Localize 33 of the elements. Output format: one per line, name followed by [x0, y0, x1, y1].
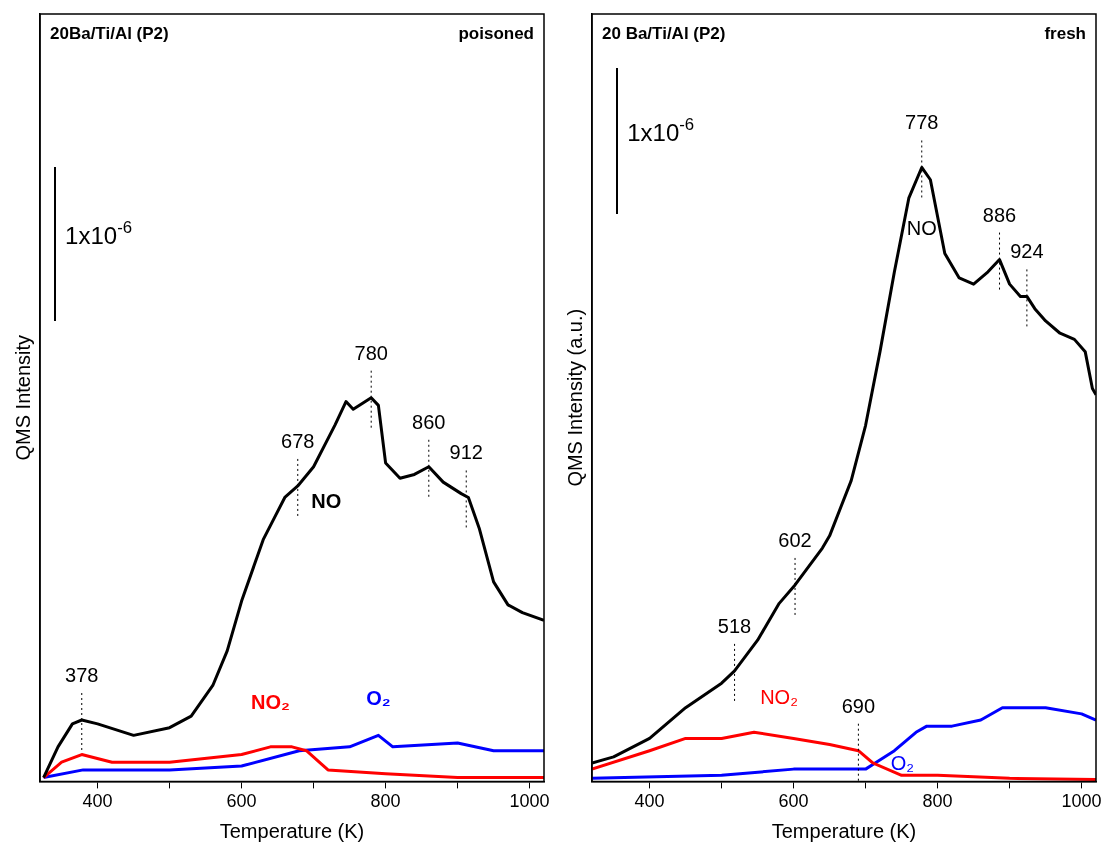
- x-tick-label: 600: [226, 791, 257, 812]
- chart-subtitle: fresh: [1044, 24, 1086, 43]
- chart-subtitle: poisoned: [458, 24, 534, 43]
- x-tick-label: 1000: [1061, 791, 1102, 812]
- x-tick-label: 1000: [509, 791, 550, 812]
- annotation: 780: [354, 341, 388, 364]
- series-label: NO: [311, 489, 342, 512]
- x-tick-label: 800: [370, 791, 401, 812]
- annotation: 924: [1010, 240, 1044, 263]
- annotation: 690: [841, 694, 876, 717]
- annotation: 860: [412, 410, 446, 433]
- annotation: 602: [778, 528, 812, 551]
- annotation: 912: [449, 441, 483, 464]
- annotation: 518: [717, 614, 752, 637]
- annotation: 778: [905, 111, 939, 134]
- y-axis-title: QMS Intensity (a.u.): [563, 308, 586, 487]
- series-label: NO₂: [250, 690, 290, 713]
- series-label: NO₂: [760, 686, 798, 709]
- annotation: 886: [982, 203, 1017, 226]
- series-label: NO: [906, 217, 937, 240]
- x-tick-label: 800: [922, 791, 953, 812]
- series-label: O₂: [890, 751, 915, 774]
- annotation: 678: [281, 429, 315, 452]
- x-axis-title: Temperature (K): [219, 819, 365, 842]
- x-tick-label: 400: [82, 791, 113, 812]
- series-label: O₂: [366, 687, 391, 710]
- x-tick-label: 400: [634, 791, 665, 812]
- x-axis-title: Temperature (K): [771, 819, 917, 842]
- x-tick-label: 600: [778, 791, 809, 812]
- annotation: 378: [65, 664, 99, 687]
- chart-title: 20 Ba/Ti/Al (P2): [602, 24, 726, 43]
- y-axis-title: QMS Intensity: [11, 334, 34, 461]
- chart-title: 20Ba/Ti/Al (P2): [50, 24, 169, 43]
